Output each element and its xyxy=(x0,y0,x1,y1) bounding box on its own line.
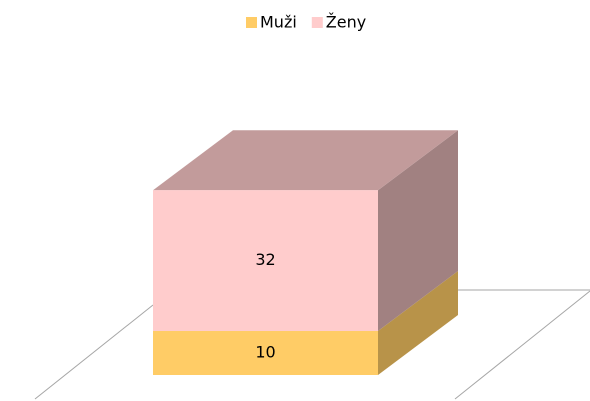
legend: Muži Ženy xyxy=(246,13,366,32)
bar-segment xyxy=(153,130,458,331)
legend-label: Muži xyxy=(260,13,297,32)
legend-swatch xyxy=(246,17,257,28)
legend-label: Ženy xyxy=(326,13,366,32)
floor-edge xyxy=(454,290,590,400)
bar-top xyxy=(153,130,458,191)
data-label: 10 xyxy=(255,343,275,362)
legend-swatch xyxy=(311,17,323,28)
data-label: 32 xyxy=(255,250,275,269)
bar-side xyxy=(378,130,458,331)
bar-front xyxy=(153,331,378,375)
floor-edge xyxy=(34,304,154,400)
bar-segment xyxy=(153,271,458,375)
floor xyxy=(34,289,590,400)
bar-side xyxy=(378,271,458,375)
bar-front xyxy=(153,190,378,331)
